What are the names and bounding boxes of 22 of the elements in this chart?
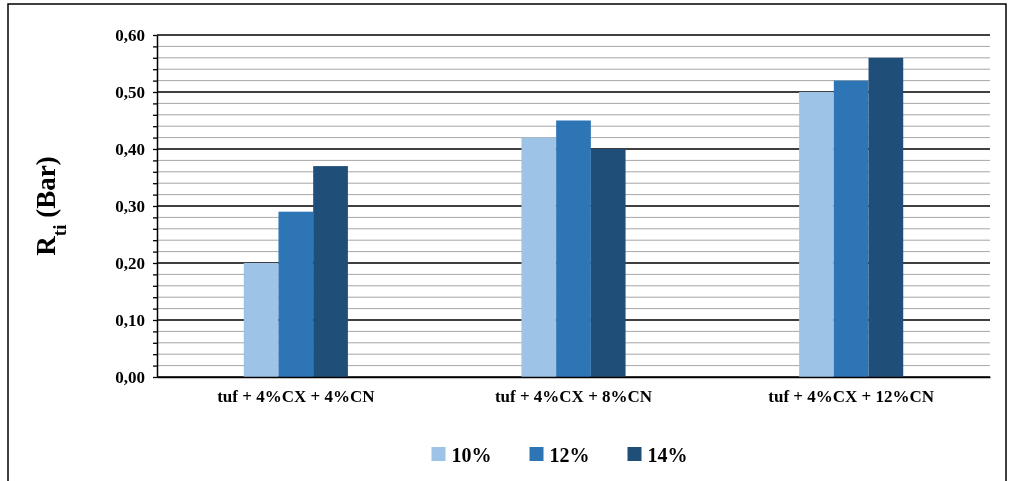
x-tick-label: tuf + 4%CX + 4%CN — [217, 387, 376, 407]
legend-label: 14% — [647, 444, 688, 466]
bar — [278, 211, 314, 377]
bar — [868, 57, 904, 377]
y-tick-label: 0,30 — [115, 196, 145, 216]
x-tick-label: tuf + 4%CX + 12%CN — [768, 387, 935, 407]
bar — [313, 166, 348, 377]
bar — [833, 80, 869, 377]
bar — [521, 137, 557, 377]
y-tick-label: 0,00 — [115, 367, 145, 387]
x-tick-label: tuf + 4%CX + 8%CN — [494, 387, 653, 407]
y-tick-label: 0,10 — [115, 310, 145, 330]
bar — [243, 263, 279, 377]
legend-label: 12% — [549, 444, 590, 466]
bar — [590, 149, 626, 377]
y-tick-label: 0,20 — [115, 253, 145, 273]
legend-label: 10% — [451, 444, 492, 466]
y-tick-label: 0,40 — [115, 139, 145, 159]
bar — [556, 120, 591, 377]
y-tick-label: 0,60 — [115, 25, 145, 45]
y-tick-label: 0,50 — [115, 82, 145, 102]
bar — [799, 92, 834, 377]
